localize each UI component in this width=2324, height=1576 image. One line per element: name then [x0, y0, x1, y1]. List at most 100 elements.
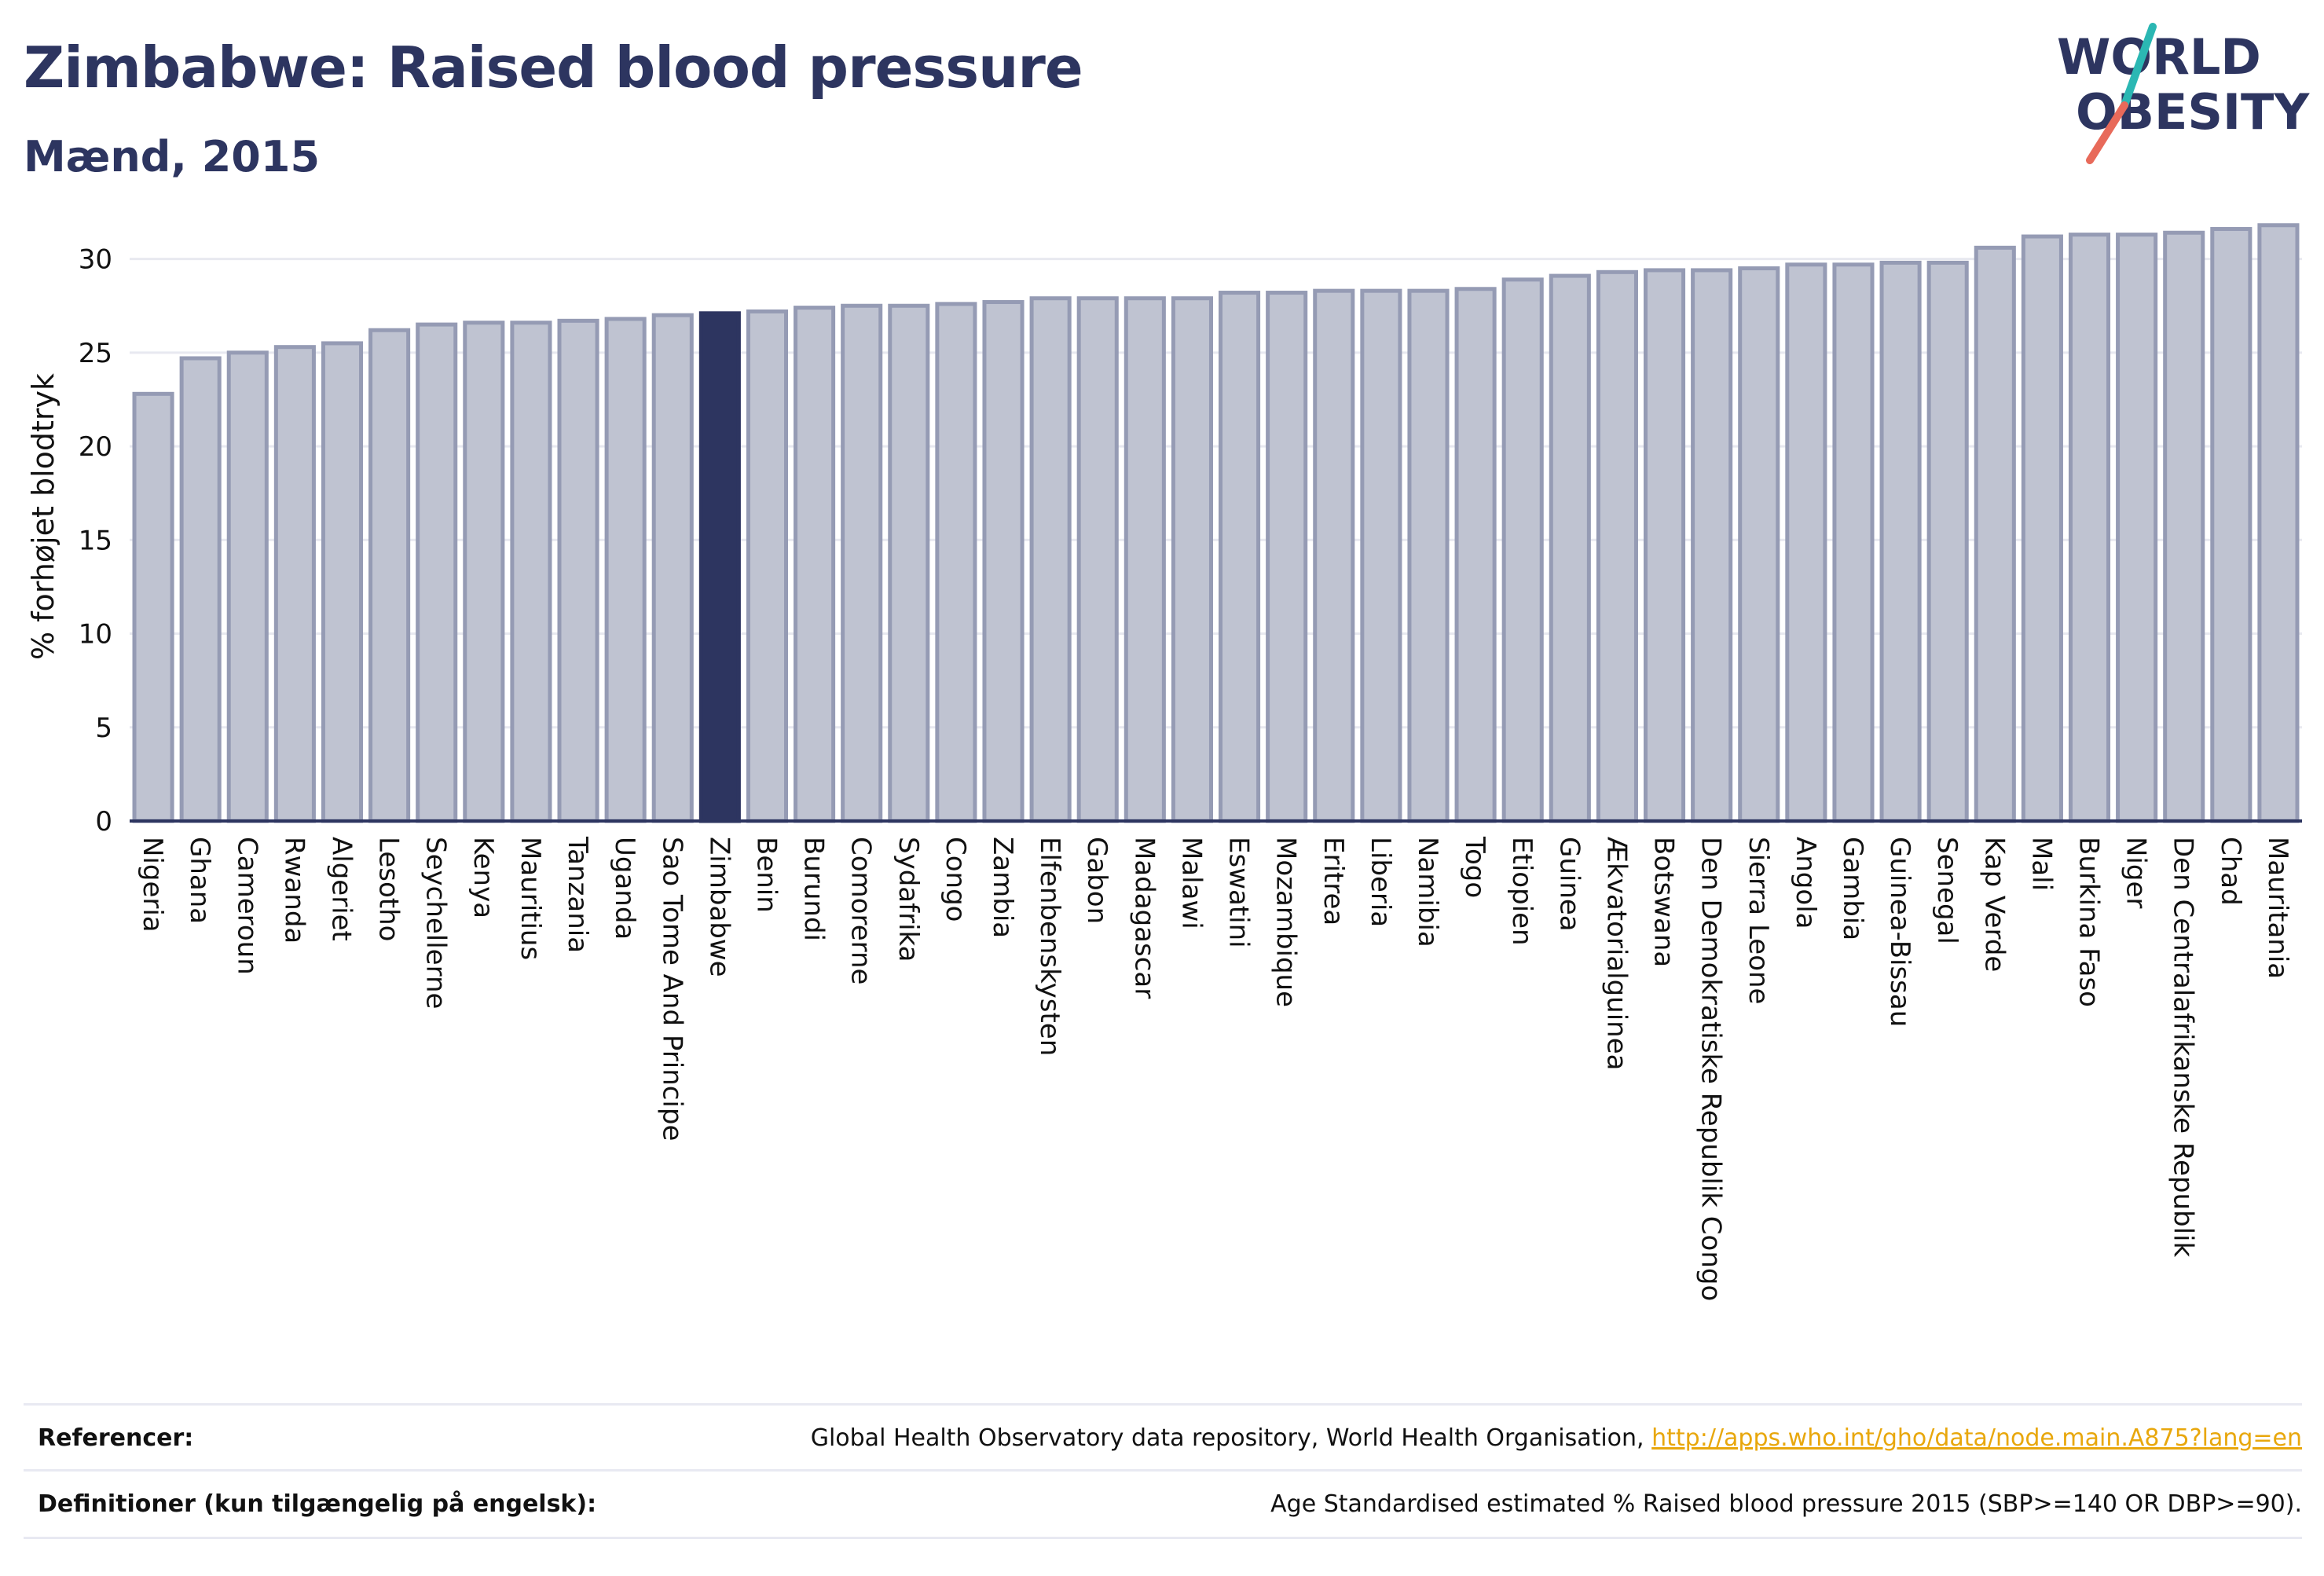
bar — [1076, 296, 1119, 823]
x-tick-label: Kenya — [467, 837, 499, 918]
x-tick-label: Comorerne — [845, 837, 877, 984]
bar — [651, 313, 694, 823]
x-tick-label: Cameroun — [231, 837, 262, 975]
bar — [368, 328, 411, 823]
definitions-text: Age Standardised estimated % Raised bloo… — [1270, 1490, 2302, 1518]
x-tick-label: Liberia — [1365, 837, 1396, 927]
x-tick-label: Niger — [2121, 837, 2152, 908]
bar — [1643, 268, 1686, 823]
references-value: Global Health Observatory data repositor… — [811, 1424, 2302, 1452]
x-tick-label: Ghana — [184, 837, 215, 924]
bar — [1454, 287, 1497, 823]
x-tick-label: Zimbabwe — [703, 837, 735, 977]
bar — [463, 321, 505, 823]
definitions-label: Definitioner (kun tilgængelig på engelsk… — [38, 1490, 597, 1518]
x-tick-label: Tanzania — [562, 836, 593, 953]
references-link[interactable]: http://apps.who.int/gho/data/node.main.A… — [1651, 1424, 2302, 1452]
x-tick-label: Sao Tome And Principe — [656, 837, 687, 1141]
y-tick-label: 20 — [79, 431, 112, 463]
y-tick-label: 10 — [79, 619, 112, 651]
x-tick-label: Malawi — [1175, 837, 1207, 929]
x-tick-label: Seychellerne — [420, 837, 452, 1009]
x-tick-label: Kap Verde — [1978, 837, 2010, 972]
x-tick-label: Gambia — [1837, 837, 1868, 940]
x-tick-label: Zambia — [987, 837, 1018, 938]
y-tick-label: 5 — [95, 713, 112, 744]
bar — [1360, 288, 1402, 823]
x-tick-label: Mauritania — [2262, 837, 2293, 979]
bar — [794, 306, 836, 823]
x-tick-label: Angola — [1790, 837, 1821, 929]
bars — [132, 223, 2300, 823]
x-tick-label: Den Centralafrikanske Republik — [2168, 837, 2199, 1257]
bar — [604, 317, 647, 823]
definitions-row: Definitioner (kun tilgængelig på engelsk… — [24, 1469, 2302, 1536]
page-subtitle: Mænd, 2015 — [24, 132, 321, 181]
bar — [1313, 288, 1355, 823]
logo-slash-coral — [2086, 101, 2128, 164]
bar — [1879, 260, 1922, 823]
x-tick-label: Gabon — [1081, 837, 1113, 924]
x-tick-label: Namibia — [1412, 837, 1443, 947]
footer-divider — [24, 1537, 2302, 1539]
bar — [1832, 262, 1875, 823]
bar — [1785, 262, 1827, 823]
bar — [1029, 296, 1072, 823]
bar — [510, 321, 552, 823]
bar — [2068, 233, 2111, 823]
bar — [982, 299, 1025, 823]
bar — [2163, 230, 2205, 823]
bar — [226, 350, 269, 823]
x-tick-label: Burundi — [798, 837, 830, 941]
x-tick-label: Rwanda — [278, 837, 310, 944]
x-tick-label: Nigeria — [137, 837, 168, 933]
x-tick-label: Algeriet — [325, 837, 357, 941]
x-tick-labels: Nigeria Ghana Cameroun Rwanda Algeriet Lesoth… — [137, 836, 2293, 1301]
bar — [1549, 273, 1591, 823]
y-axis-label: % forhøjet blodtryk — [26, 373, 60, 660]
x-tick-label: Mozambique — [1270, 837, 1302, 1007]
logo-slash-teal — [2121, 23, 2157, 109]
bar — [1124, 296, 1166, 823]
world-obesity-logo: WORLD OBESITY — [2057, 23, 2310, 164]
x-tick-label: Den Demokratiske Republik Congo — [1695, 837, 1727, 1301]
bar — [2210, 226, 2253, 823]
bar — [1407, 288, 1450, 823]
bar — [1266, 291, 1308, 823]
x-tick-label: Eswatini — [1223, 837, 1255, 948]
x-tick-label: Chad — [2215, 837, 2246, 906]
bar — [935, 302, 977, 823]
logo-line1: WORLD — [2057, 28, 2261, 86]
references-row: Referencer: Global Health Observatory da… — [24, 1403, 2302, 1470]
bar — [321, 341, 364, 823]
bar — [557, 318, 599, 823]
bar — [1738, 266, 1780, 823]
bar — [2116, 233, 2158, 823]
x-tick-label: Madagascar — [1128, 837, 1160, 999]
y-tick-labels: 0 5 10 15 20 25 30 — [79, 244, 112, 837]
bar — [2257, 223, 2300, 823]
page-title: Zimbabwe: Raised blood pressure — [24, 35, 1083, 101]
x-tick-label: Lesotho — [373, 837, 405, 941]
x-tick-label: Congo — [940, 837, 971, 922]
x-tick-label: Guinea — [1553, 837, 1585, 932]
x-tick-label: Ækvatorialguinea — [1600, 837, 1632, 1070]
x-tick-label: Benin — [750, 837, 782, 913]
bar — [2021, 234, 2063, 823]
bar-chart: 0 5 10 15 20 25 30 Nigeria Ghana Cameroun Rwanda A… — [26, 223, 2302, 1301]
x-tick-label: Etiopien — [1506, 837, 1538, 946]
x-tick-label: Eritrea — [1318, 837, 1349, 925]
y-tick-label: 25 — [79, 338, 112, 369]
x-tick-label: Sydafrika — [893, 837, 924, 962]
x-tick-label: Sierra Leone — [1743, 837, 1774, 1004]
y-tick-label: 15 — [79, 525, 112, 556]
x-tick-label: Senegal — [1931, 837, 1963, 944]
bar — [416, 322, 458, 823]
bar — [1974, 245, 2016, 823]
y-tick-label: 30 — [79, 244, 112, 276]
bar — [132, 391, 174, 823]
bar — [1501, 277, 1544, 823]
bar-highlight — [698, 311, 741, 823]
bar — [1926, 260, 1969, 823]
bar — [1691, 268, 1733, 823]
